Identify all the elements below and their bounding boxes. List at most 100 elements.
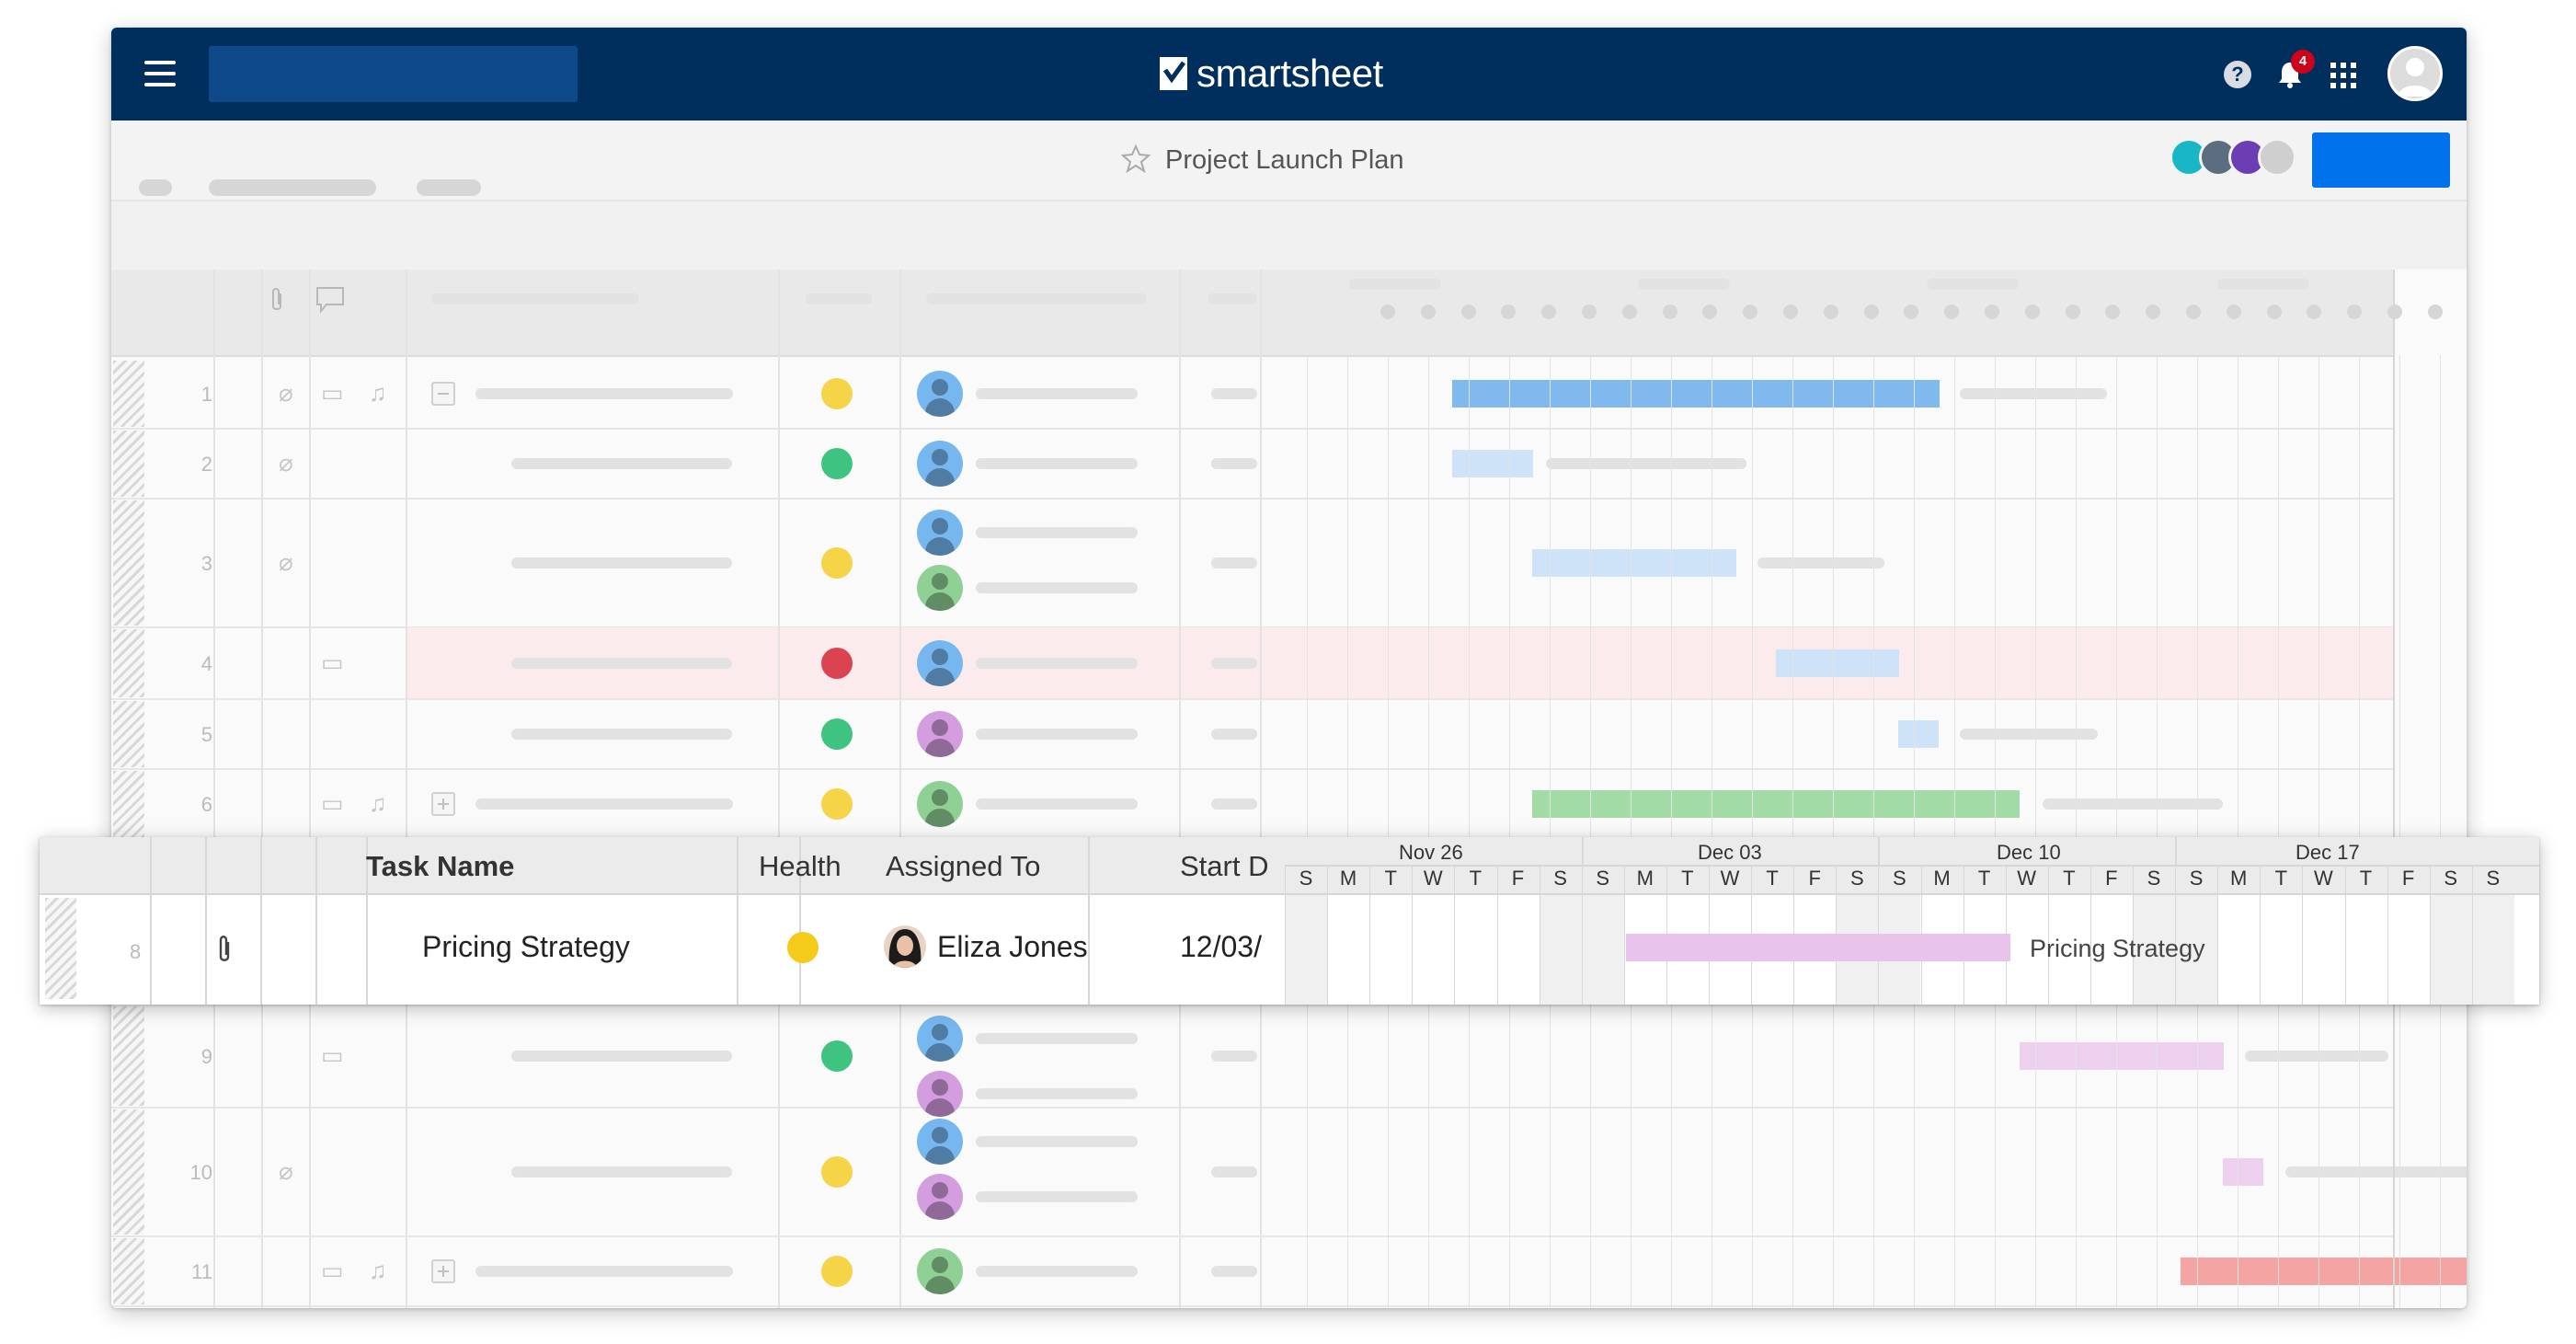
row-drag-handle[interactable]: [45, 898, 76, 999]
task-name-placeholder[interactable]: [511, 458, 732, 469]
health-indicator[interactable]: [821, 648, 853, 679]
reminder-icon[interactable]: ♫: [369, 789, 387, 817]
gantt-bar[interactable]: [1898, 720, 1939, 748]
row-number: 1: [200, 383, 212, 406]
collapse-icon[interactable]: [431, 382, 455, 406]
day-label: S: [1893, 867, 1906, 890]
share-button[interactable]: [2312, 132, 2450, 188]
task-name-placeholder[interactable]: [475, 388, 733, 399]
row-drag-handle[interactable]: [113, 361, 144, 427]
row-drag-handle[interactable]: [113, 1109, 144, 1235]
column-header-placeholder[interactable]: [806, 293, 872, 304]
gantt-bar[interactable]: [1452, 450, 1533, 477]
toolbar-placeholder[interactable]: [209, 179, 376, 196]
health-indicator[interactable]: [821, 547, 853, 579]
paperclip-icon[interactable]: [214, 935, 235, 969]
day-divider: [2471, 865, 2473, 1005]
reminder-icon[interactable]: ♫: [369, 379, 387, 407]
user-avatar-icon[interactable]: [2387, 46, 2443, 101]
health-indicator[interactable]: [821, 1256, 853, 1287]
comment-icon[interactable]: ▭: [321, 649, 344, 676]
reminder-icon[interactable]: ♫: [369, 1257, 387, 1284]
expand-icon[interactable]: [431, 792, 455, 816]
row-divider: [111, 498, 2393, 500]
gantt-bar[interactable]: [1532, 790, 2020, 818]
task-name-placeholder[interactable]: [475, 798, 733, 810]
row-drag-handle[interactable]: [113, 771, 144, 837]
health-indicator[interactable]: [821, 448, 853, 479]
comment-icon[interactable]: ▭: [321, 1257, 344, 1284]
star-icon[interactable]: [1120, 144, 1151, 178]
gantt-bar[interactable]: [2020, 1042, 2224, 1070]
health-indicator[interactable]: [821, 1156, 853, 1188]
gantt-bar[interactable]: [2223, 1158, 2263, 1186]
day-label: M: [1339, 867, 1357, 890]
paperclip-icon[interactable]: ⌀: [279, 1157, 293, 1185]
task-name-cell[interactable]: Pricing Strategy: [422, 930, 630, 963]
row-drag-handle[interactable]: [113, 629, 144, 697]
toolbar-placeholder[interactable]: [139, 179, 172, 196]
column-divider: [1260, 270, 1262, 1308]
gantt-bar[interactable]: [1776, 649, 1899, 677]
health-indicator[interactable]: [821, 1040, 853, 1072]
comment-icon[interactable]: ▭: [321, 789, 344, 817]
column-header-start-date[interactable]: Start D: [1180, 850, 1269, 882]
toolbar-placeholder[interactable]: [417, 179, 481, 196]
assigned-to-cell[interactable]: Eliza Jones: [937, 930, 1088, 963]
day-divider: [1412, 865, 1414, 1005]
row-highlight: [406, 627, 2393, 699]
weekend-column: [2133, 895, 2176, 1005]
row-drag-handle[interactable]: [113, 701, 144, 767]
smartsheet-logo[interactable]: smartsheet: [1160, 52, 1383, 96]
row-drag-handle[interactable]: [113, 1238, 144, 1304]
timeline-day-divider: [1914, 355, 1915, 1308]
timeline-day-divider: [1347, 355, 1348, 1308]
task-name-placeholder[interactable]: [511, 557, 732, 569]
task-name-placeholder[interactable]: [511, 1051, 732, 1062]
paperclip-icon[interactable]: ⌀: [279, 548, 293, 576]
gantt-label-placeholder: [1757, 557, 1884, 569]
apps-grid-icon[interactable]: [2330, 63, 2356, 88]
task-name-placeholder[interactable]: [475, 1266, 733, 1277]
column-header-placeholder[interactable]: [926, 293, 1147, 304]
health-indicator[interactable]: [787, 932, 819, 963]
search-box-placeholder[interactable]: [209, 46, 578, 102]
task-name-placeholder[interactable]: [511, 729, 732, 740]
comment-icon[interactable]: ▭: [321, 379, 344, 407]
timeline-day-divider: [2157, 355, 2158, 1308]
start-date-cell[interactable]: 12/03/: [1180, 930, 1262, 963]
paperclip-icon[interactable]: ⌀: [279, 379, 293, 407]
row-drag-handle[interactable]: [113, 1006, 144, 1106]
help-icon[interactable]: ?: [2224, 61, 2251, 88]
day-divider: [1581, 865, 1583, 1005]
task-name-placeholder[interactable]: [511, 1166, 732, 1177]
comment-icon[interactable]: ▭: [321, 1041, 344, 1069]
gantt-bar[interactable]: [1532, 549, 1736, 577]
column-header-assigned-to[interactable]: Assigned To: [886, 850, 1041, 882]
task-name-placeholder[interactable]: [511, 658, 732, 669]
gantt-bar[interactable]: [1452, 380, 1940, 408]
column-header-health[interactable]: Health: [759, 850, 841, 882]
assignee-avatar-icon: [917, 371, 963, 417]
day-label: T: [1681, 867, 1694, 890]
paperclip-icon[interactable]: ⌀: [279, 449, 293, 477]
health-indicator[interactable]: [821, 378, 853, 409]
column-divider: [213, 270, 215, 1308]
gantt-bar[interactable]: [2181, 1258, 2467, 1285]
row-divider: [111, 428, 2393, 430]
menu-icon[interactable]: [144, 61, 176, 86]
row-drag-handle[interactable]: [113, 431, 144, 497]
row-drag-handle[interactable]: [113, 500, 144, 626]
gantt-bar-pricing-strategy[interactable]: [1626, 934, 2010, 961]
health-indicator[interactable]: [821, 718, 853, 750]
timeline-month-placeholder: [1927, 279, 2019, 290]
column-header-placeholder[interactable]: [431, 293, 639, 304]
column-header-placeholder[interactable]: [1208, 293, 1257, 304]
collaborator-avatar[interactable]: [2258, 138, 2296, 177]
column-header-task-name[interactable]: Task Name: [366, 850, 515, 882]
expand-icon[interactable]: [431, 1259, 455, 1283]
column-divider: [315, 837, 317, 1005]
health-indicator[interactable]: [821, 788, 853, 820]
timeline-day-divider: [2440, 355, 2441, 1308]
day-label: S: [2189, 867, 2204, 890]
